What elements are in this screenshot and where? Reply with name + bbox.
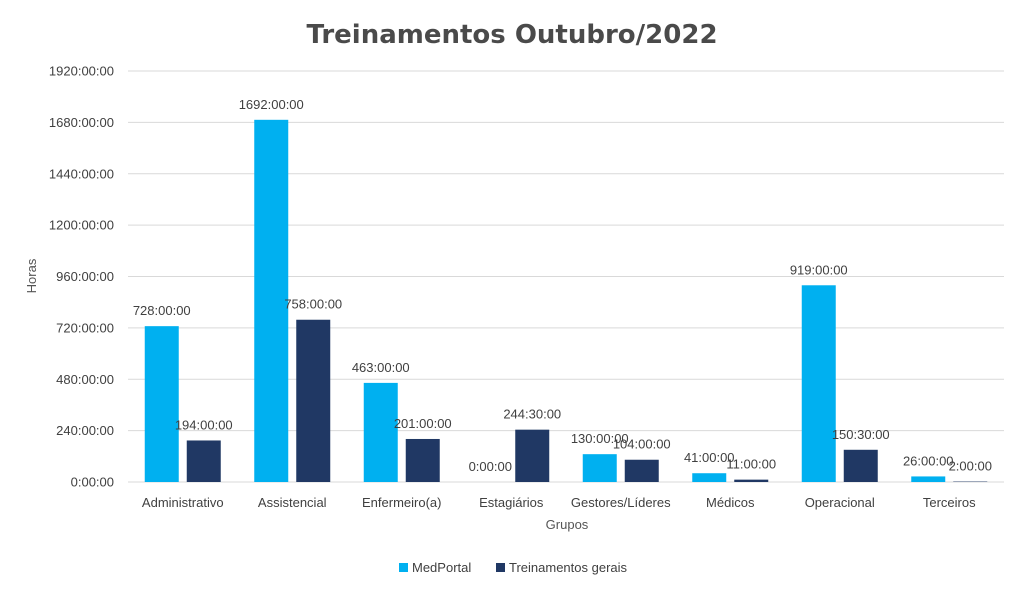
legend: MedPortal Treinamentos gerais — [399, 560, 628, 575]
x-axis-category-labels: Administrativo Assistencial Enfermeiro(a) E… — [142, 495, 976, 510]
bar-medportal — [911, 476, 946, 482]
data-label: 150:30:00 — [832, 427, 890, 442]
data-label: 2:00:00 — [949, 459, 992, 474]
data-label: 758:00:00 — [284, 297, 342, 312]
bars — [144, 119, 988, 483]
bar-treinamentos-gerais — [515, 429, 550, 482]
data-label: 194:00:00 — [175, 417, 233, 432]
x-category-label: Administrativo — [142, 495, 224, 510]
bar-medportal — [692, 473, 727, 482]
y-tick-label: 720:00:00 — [56, 320, 114, 335]
data-labels: 728:00:00 194:00:00 1692:00:00 758:00:00 463… — [133, 97, 992, 474]
data-label: 919:00:00 — [790, 262, 848, 277]
data-label: 104:00:00 — [613, 437, 671, 452]
x-axis-title: Grupos — [546, 517, 589, 532]
y-tick-label: 960:00:00 — [56, 269, 114, 284]
y-tick-label: 1200:00:00 — [49, 218, 114, 233]
y-axis-title: Horas — [24, 258, 39, 293]
legend-label: MedPortal — [412, 560, 471, 575]
y-tick-label: 1920:00:00 — [49, 64, 114, 79]
y-tick-label: 1440:00:00 — [49, 166, 114, 181]
data-label: 26:00:00 — [903, 453, 954, 468]
x-category-label: Enfermeiro(a) — [362, 495, 441, 510]
legend-swatch — [496, 563, 505, 572]
data-label: 201:00:00 — [394, 416, 452, 431]
x-category-label: Terceiros — [923, 495, 976, 510]
legend-swatch — [399, 563, 408, 572]
y-tick-label: 1680:00:00 — [49, 115, 114, 130]
bar-treinamentos-gerais — [843, 449, 878, 482]
y-tick-label: 480:00:00 — [56, 372, 114, 387]
bar-medportal — [801, 285, 836, 482]
bar-treinamentos-gerais — [186, 440, 221, 482]
data-label: 728:00:00 — [133, 303, 191, 318]
data-label: 11:00:00 — [726, 457, 776, 472]
bar-medportal — [582, 454, 617, 482]
y-axis-tick-labels: 0:00:00 240:00:00 480:00:00 720:00:00 960:00… — [49, 64, 114, 490]
bar-treinamentos-gerais — [624, 459, 659, 482]
legend-label: Treinamentos gerais — [509, 560, 628, 575]
data-label: 0:00:00 — [469, 459, 512, 474]
x-category-label: Operacional — [805, 495, 875, 510]
chart-title: Treinamentos Outubro/2022 — [306, 20, 717, 50]
x-category-label: Médicos — [706, 495, 755, 510]
bar-treinamentos-gerais — [405, 438, 440, 482]
x-category-label: Estagiários — [479, 495, 544, 510]
x-category-label: Assistencial — [258, 495, 327, 510]
bar-medportal — [144, 326, 179, 482]
bar-medportal — [363, 382, 398, 482]
x-category-label: Gestores/Líderes — [571, 495, 671, 510]
bar-treinamentos-gerais — [734, 479, 769, 482]
bar-treinamentos-gerais — [296, 319, 331, 482]
y-tick-label: 240:00:00 — [56, 423, 114, 438]
y-tick-label: 0:00:00 — [71, 475, 114, 490]
data-label: 130:00:00 — [571, 431, 629, 446]
bar-medportal — [254, 119, 289, 483]
data-label: 244:30:00 — [503, 407, 561, 422]
data-label: 1692:00:00 — [239, 97, 304, 112]
data-label: 463:00:00 — [352, 360, 410, 375]
data-label: 41:00:00 — [684, 450, 735, 465]
